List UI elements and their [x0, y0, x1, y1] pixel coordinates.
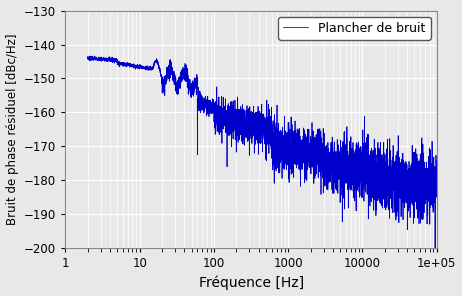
X-axis label: Fréquence [Hz]: Fréquence [Hz] — [199, 276, 304, 290]
Plancher de bruit — [294, 146, 300, 149]
Plancher de bruit — [219, 115, 224, 119]
Plancher de bruit — [88, 54, 94, 58]
Line: Plancher de bruit: Plancher de bruit — [88, 56, 437, 279]
Legend: Plancher de bruit: Plancher de bruit — [278, 17, 431, 40]
Plancher de bruit — [148, 67, 154, 70]
Plancher de bruit — [434, 195, 439, 198]
Plancher de bruit — [312, 153, 317, 156]
Plancher de bruit — [85, 55, 91, 58]
Plancher de bruit — [346, 170, 351, 174]
Y-axis label: Bruit de phase résiduel [dBc/Hz]: Bruit de phase résiduel [dBc/Hz] — [6, 34, 18, 225]
Plancher de bruit — [372, 156, 377, 160]
Plancher de bruit — [432, 277, 438, 281]
